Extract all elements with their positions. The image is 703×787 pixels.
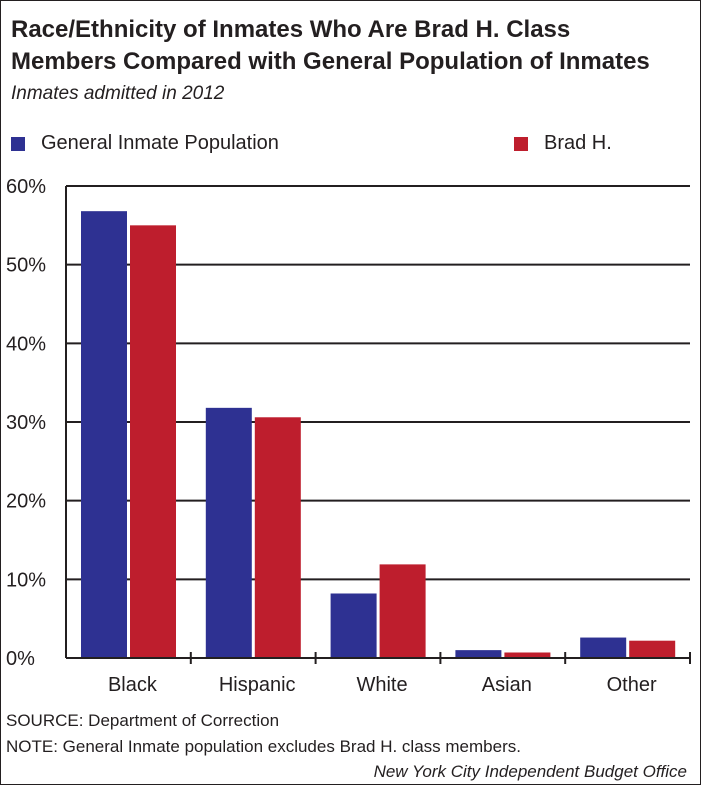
title-line-2: Members Compared with General Population…: [11, 48, 650, 75]
legend-swatch-general: [11, 136, 25, 151]
footnote: NOTE: General Inmate population excludes…: [6, 737, 521, 756]
legend-swatch-brad-h: [514, 136, 528, 151]
legend-label-general: General Inmate Population: [41, 132, 279, 154]
y-tick-label: 30%: [6, 412, 46, 434]
bar-white-general: [330, 593, 377, 658]
y-tick-label: 50%: [6, 255, 46, 277]
x-tick-label: Hispanic: [219, 674, 296, 696]
y-tick-label: 0%: [6, 648, 35, 670]
legend-item-general: General Inmate Population: [11, 132, 279, 155]
x-tick-label: Black: [108, 674, 158, 696]
bar-hispanic-general: [205, 407, 252, 658]
x-tick-label: Asian: [482, 674, 532, 696]
y-tick-label: 60%: [6, 176, 46, 198]
source-note: SOURCE: Department of Correction: [6, 711, 280, 730]
bar-asian-brad-h: [504, 652, 551, 658]
legend-label-brad-h: Brad H.: [544, 132, 612, 154]
bar-asian-general: [455, 650, 502, 658]
bar-black-brad-h: [130, 225, 176, 659]
y-tick-label: 40%: [6, 333, 46, 355]
bar-white-brad-h: [379, 564, 426, 658]
chart-title: Race/Ethnicity of Inmates Who Are Brad H…: [11, 14, 650, 78]
bar-other-general: [580, 637, 627, 658]
legend-item-brad-h: Brad H.: [514, 132, 612, 155]
chart-subtitle: Inmates admitted in 2012: [11, 83, 225, 104]
x-tick-label: White: [356, 674, 407, 696]
bar-hispanic-brad-h: [254, 417, 301, 658]
y-tick-label: 20%: [6, 491, 46, 513]
y-tick-label: 10%: [6, 569, 46, 591]
title-line-1: Race/Ethnicity of Inmates Who Are Brad H…: [11, 16, 571, 43]
bar-black-general: [81, 211, 127, 658]
bar-other-brad-h: [629, 640, 676, 658]
x-tick-label: Other: [607, 674, 657, 696]
credit-line: New York City Independent Budget Office: [373, 762, 687, 781]
bar-chart: 0% 10% 20% 30% 40% 50% 60% Black Hispanic White As…: [6, 176, 691, 696]
